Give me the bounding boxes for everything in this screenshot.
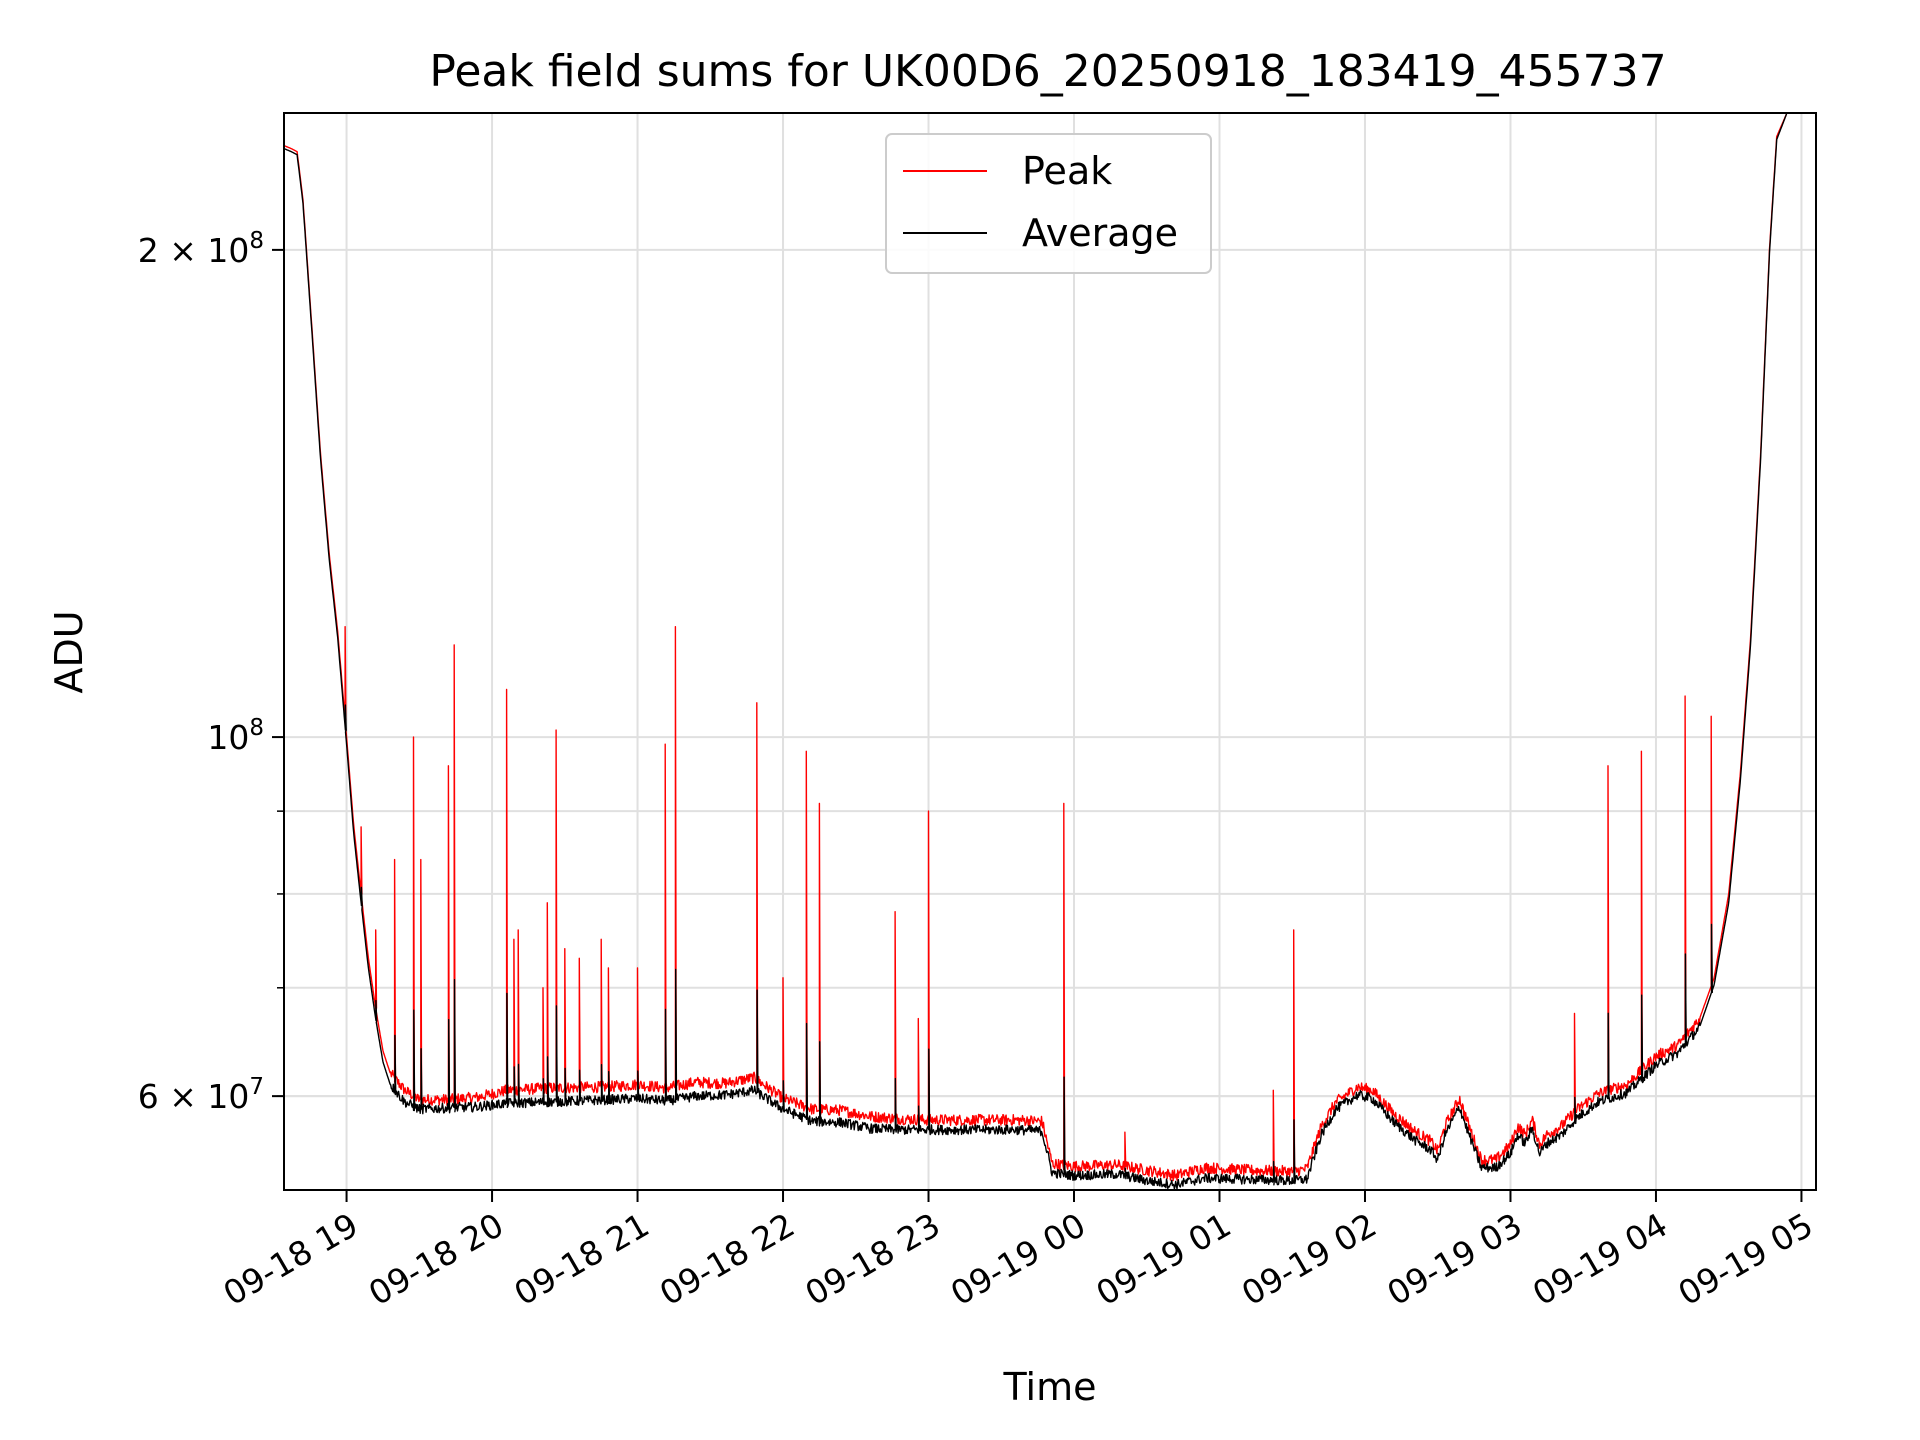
x-axis-label: Time xyxy=(1003,1365,1097,1409)
legend-average-label: Average xyxy=(1022,211,1178,255)
legend: Peak Average xyxy=(885,133,1212,274)
y-tick-label: 108 xyxy=(207,715,264,757)
plot-series xyxy=(284,113,1788,1190)
chart-title: Peak field sums for UK00D6_20250918_1834… xyxy=(429,46,1666,97)
grid-lines xyxy=(284,113,1816,1190)
average-series-line xyxy=(284,113,1788,1190)
y-tick-label: 6 × 107 xyxy=(138,1074,264,1116)
legend-box xyxy=(885,133,1212,274)
legend-peak-label: Peak xyxy=(1022,149,1112,193)
peak-series-line xyxy=(284,113,1788,1182)
y-tick-label: 2 × 108 xyxy=(138,228,264,270)
y-axis-label: ADU xyxy=(47,610,91,693)
plot-frame xyxy=(283,112,1817,1191)
